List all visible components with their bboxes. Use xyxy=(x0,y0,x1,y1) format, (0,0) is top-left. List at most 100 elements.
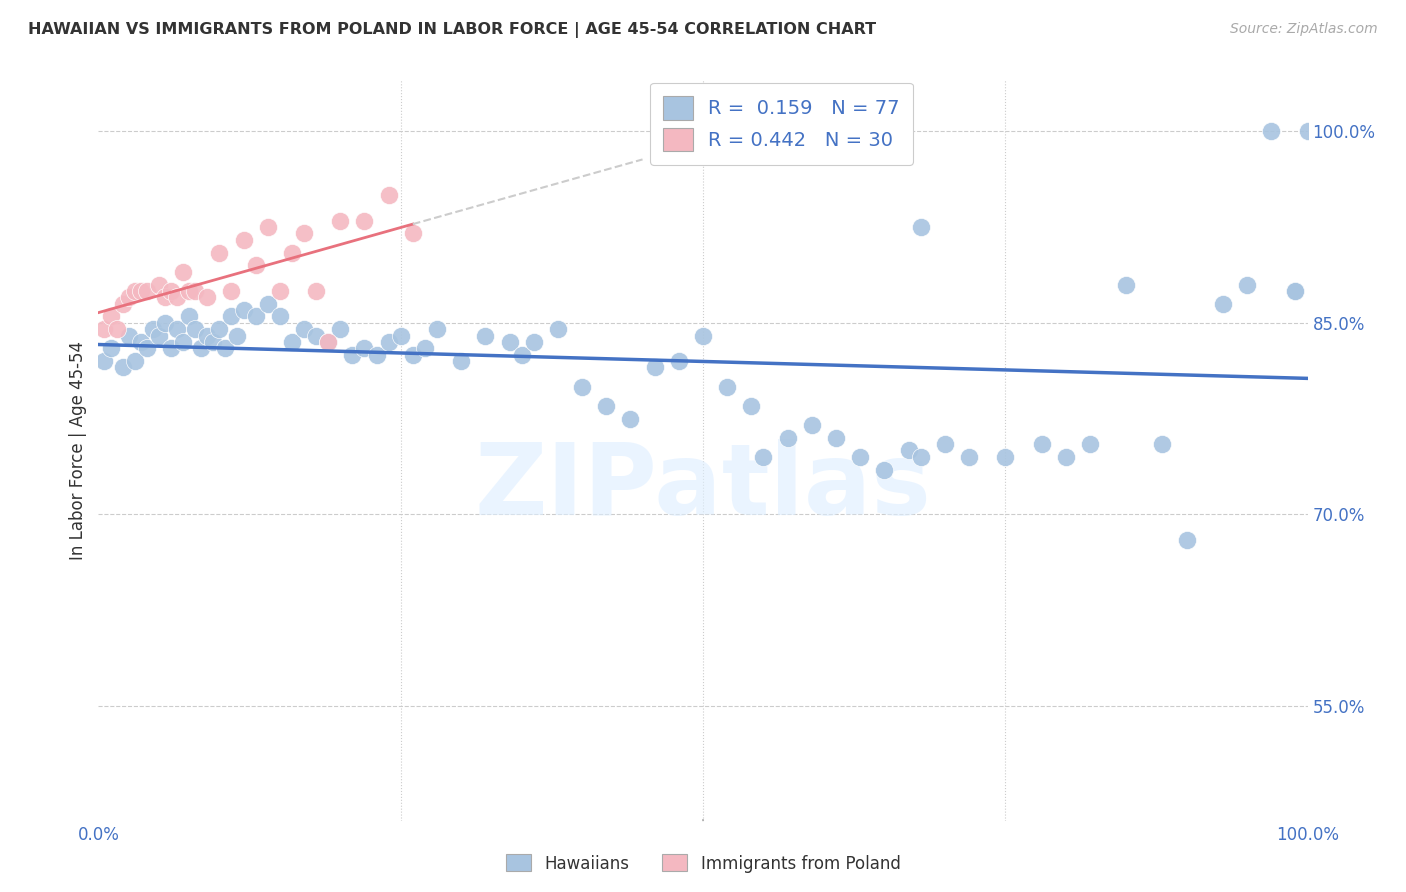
Point xyxy=(179,284,201,298)
Point xyxy=(450,354,472,368)
Point xyxy=(1152,437,1174,451)
Point xyxy=(849,450,872,464)
Point xyxy=(716,379,738,393)
Point xyxy=(402,348,425,362)
Point xyxy=(740,399,762,413)
Point xyxy=(1054,450,1077,464)
Point xyxy=(873,462,896,476)
Point xyxy=(619,411,641,425)
Y-axis label: In Labor Force | Age 45-54: In Labor Force | Age 45-54 xyxy=(69,341,87,560)
Legend: R =  0.159   N = 77, R = 0.442   N = 30: R = 0.159 N = 77, R = 0.442 N = 30 xyxy=(650,83,914,165)
Point xyxy=(413,342,436,356)
Point xyxy=(166,322,188,336)
Point xyxy=(329,213,352,227)
Point xyxy=(100,310,122,324)
Point xyxy=(994,450,1017,464)
Point xyxy=(256,220,278,235)
Point xyxy=(292,227,315,241)
Point xyxy=(148,328,170,343)
Point xyxy=(523,334,546,349)
Point xyxy=(1078,437,1101,451)
Point xyxy=(195,328,218,343)
Point xyxy=(190,342,212,356)
Point xyxy=(269,284,291,298)
Point xyxy=(897,443,920,458)
Point xyxy=(184,284,207,298)
Point xyxy=(105,322,128,336)
Point xyxy=(118,290,141,304)
Point xyxy=(668,354,690,368)
Point xyxy=(214,342,236,356)
Point xyxy=(692,328,714,343)
Point xyxy=(208,322,231,336)
Text: ZIPatlas: ZIPatlas xyxy=(475,439,931,536)
Point xyxy=(353,213,375,227)
Point xyxy=(1115,277,1137,292)
Point xyxy=(366,348,388,362)
Point xyxy=(93,322,115,336)
Point xyxy=(160,342,183,356)
Point xyxy=(100,342,122,356)
Point xyxy=(910,450,932,464)
Point xyxy=(118,328,141,343)
Point xyxy=(226,328,249,343)
Point xyxy=(135,342,157,356)
Point xyxy=(1175,533,1198,547)
Point xyxy=(377,334,399,349)
Point xyxy=(153,290,176,304)
Point xyxy=(402,227,425,241)
Point xyxy=(957,450,980,464)
Point xyxy=(221,310,243,324)
Point xyxy=(571,379,593,393)
Point xyxy=(208,245,231,260)
Point xyxy=(644,360,666,375)
Point xyxy=(910,220,932,235)
Point xyxy=(160,284,183,298)
Point xyxy=(377,188,399,202)
Point xyxy=(245,259,267,273)
Point xyxy=(232,233,254,247)
Point xyxy=(776,431,799,445)
Point xyxy=(353,342,375,356)
Point xyxy=(389,328,412,343)
Point xyxy=(474,328,496,343)
Point xyxy=(129,334,152,349)
Point xyxy=(129,284,152,298)
Text: HAWAIIAN VS IMMIGRANTS FROM POLAND IN LABOR FORCE | AGE 45-54 CORRELATION CHART: HAWAIIAN VS IMMIGRANTS FROM POLAND IN LA… xyxy=(28,22,876,38)
Point xyxy=(510,348,533,362)
Point xyxy=(142,322,165,336)
Point xyxy=(184,322,207,336)
Point xyxy=(202,334,225,349)
Point xyxy=(232,303,254,318)
Point xyxy=(153,316,176,330)
Point xyxy=(172,265,194,279)
Point xyxy=(256,296,278,310)
Point xyxy=(1236,277,1258,292)
Point xyxy=(269,310,291,324)
Point xyxy=(281,334,304,349)
Point xyxy=(800,417,823,432)
Point xyxy=(1260,124,1282,138)
Point xyxy=(825,431,848,445)
Point xyxy=(111,296,134,310)
Point xyxy=(111,360,134,375)
Point xyxy=(1296,124,1319,138)
Point xyxy=(329,322,352,336)
Point xyxy=(221,284,243,298)
Point xyxy=(595,399,617,413)
Point xyxy=(1284,284,1306,298)
Point xyxy=(305,328,328,343)
Point xyxy=(124,354,146,368)
Text: Source: ZipAtlas.com: Source: ZipAtlas.com xyxy=(1230,22,1378,37)
Point xyxy=(135,284,157,298)
Point xyxy=(172,334,194,349)
Point xyxy=(316,334,339,349)
Point xyxy=(179,310,201,324)
Point xyxy=(498,334,520,349)
Point xyxy=(1284,284,1306,298)
Point xyxy=(281,245,304,260)
Point xyxy=(1031,437,1053,451)
Point xyxy=(93,354,115,368)
Point xyxy=(934,437,956,451)
Point xyxy=(547,322,569,336)
